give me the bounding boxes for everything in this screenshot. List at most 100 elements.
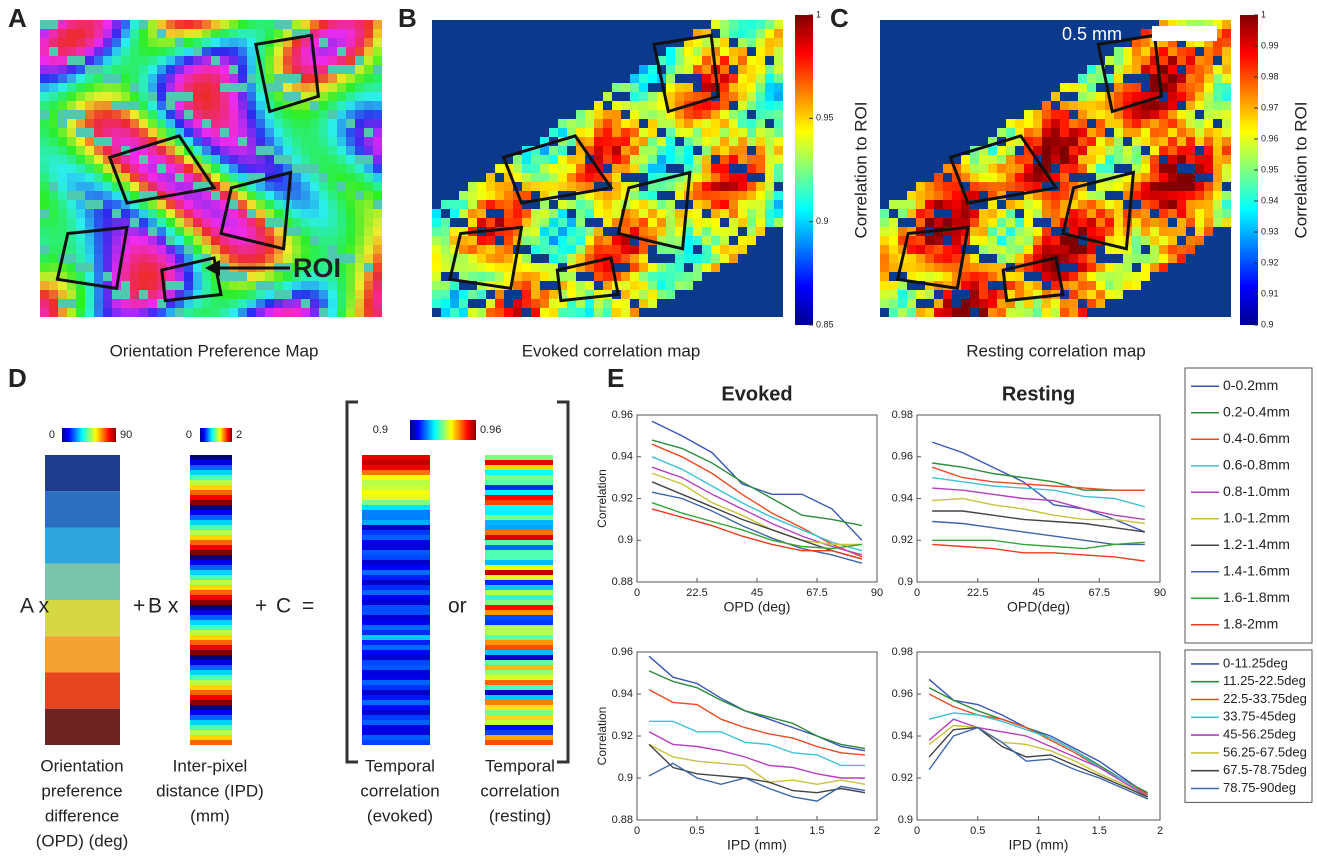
- map-cell: [934, 182, 943, 191]
- map-cell: [1150, 254, 1159, 263]
- map-cell: [94, 308, 103, 317]
- map-cell: [468, 236, 477, 245]
- map-cell: [666, 47, 675, 56]
- resting-stripe: [485, 545, 553, 550]
- map-cell: [988, 218, 997, 227]
- evoked-stripe: [362, 665, 430, 670]
- map-cell: [594, 101, 603, 110]
- map-cell: [49, 20, 58, 29]
- map-cell: [729, 119, 738, 128]
- map-cell: [301, 200, 310, 209]
- map-cell: [76, 245, 85, 254]
- map-cell: [1105, 200, 1114, 209]
- map-cell: [355, 164, 364, 173]
- ipd-stripe: [190, 715, 232, 720]
- map-cell: [693, 173, 702, 182]
- map-cell: [184, 245, 193, 254]
- map-cell: [58, 110, 67, 119]
- map-cell: [988, 173, 997, 182]
- map-cell: [684, 281, 693, 290]
- resting-stripe: [485, 510, 553, 515]
- ipd-stripe: [190, 550, 232, 555]
- map-cell: [612, 299, 621, 308]
- map-cell: [1069, 245, 1078, 254]
- map-cell: [675, 146, 684, 155]
- map-cell: [1006, 164, 1015, 173]
- map-cell: [1132, 209, 1141, 218]
- map-cell: [310, 146, 319, 155]
- map-cell: [1177, 254, 1186, 263]
- map-cell: [1186, 74, 1195, 83]
- map-cell: [1087, 164, 1096, 173]
- map-cell: [355, 308, 364, 317]
- map-cell: [85, 173, 94, 182]
- map-cell: [247, 254, 256, 263]
- map-cell: [274, 164, 283, 173]
- map-cell: [1222, 191, 1231, 200]
- ipd-stripe: [190, 735, 232, 740]
- map-cell: [139, 245, 148, 254]
- evoked-stripe: [362, 690, 430, 695]
- map-cell: [58, 146, 67, 155]
- map-cell: [76, 47, 85, 56]
- map-cell: [576, 308, 585, 317]
- map-cell: [970, 290, 979, 299]
- map-cell: [729, 209, 738, 218]
- ipd-stripe: [190, 600, 232, 605]
- map-cell: [1114, 137, 1123, 146]
- map-cell: [292, 146, 301, 155]
- map-cell: [256, 218, 265, 227]
- map-cell: [85, 209, 94, 218]
- evoked-stripe: [362, 670, 430, 675]
- map-cell: [720, 164, 729, 173]
- map-cell: [175, 254, 184, 263]
- map-cell: [274, 299, 283, 308]
- map-cell: [1168, 236, 1177, 245]
- map-cell: [1213, 65, 1222, 74]
- map-cell: [774, 119, 783, 128]
- map-cell: [238, 254, 247, 263]
- map-cell: [103, 164, 112, 173]
- map-cell: [1177, 119, 1186, 128]
- map-cell: [468, 254, 477, 263]
- y-tick-label: 0.96: [612, 646, 633, 658]
- map-cell: [49, 47, 58, 56]
- map-cell: [310, 191, 319, 200]
- map-cell: [85, 290, 94, 299]
- map-cell: [202, 29, 211, 38]
- map-cell: [495, 299, 504, 308]
- map-cell: [40, 92, 49, 101]
- resting-stripe: [485, 665, 553, 670]
- map-cell: [202, 65, 211, 74]
- map-cell: [1204, 209, 1213, 218]
- map-cell: [952, 200, 961, 209]
- map-cell: [103, 182, 112, 191]
- map-cell: [346, 83, 355, 92]
- map-cell: [1033, 110, 1042, 119]
- map-cell: [459, 209, 468, 218]
- map-cell: [40, 119, 49, 128]
- map-cell: [711, 128, 720, 137]
- map-cell: [1195, 92, 1204, 101]
- map-cell: [531, 290, 540, 299]
- map-cell: [373, 209, 382, 218]
- map-cell: [1033, 173, 1042, 182]
- map-cell: [585, 200, 594, 209]
- ipd-stripe: [190, 455, 232, 460]
- map-cell: [774, 137, 783, 146]
- map-cell: [1006, 272, 1015, 281]
- map-cell: [58, 200, 67, 209]
- colorbar-tick-label: 0.95: [1261, 164, 1279, 174]
- map-cell: [540, 218, 549, 227]
- map-cell: [1168, 209, 1177, 218]
- opd-block: [45, 600, 120, 636]
- map-cell: [229, 65, 238, 74]
- map-cell: [630, 155, 639, 164]
- resting-stripe: [485, 630, 553, 635]
- resting-stripe: [485, 480, 553, 485]
- map-cell: [283, 272, 292, 281]
- map-cell: [319, 101, 328, 110]
- map-cell: [1150, 83, 1159, 92]
- map-cell: [988, 245, 997, 254]
- colorbar-tick-label: 1: [1261, 9, 1266, 19]
